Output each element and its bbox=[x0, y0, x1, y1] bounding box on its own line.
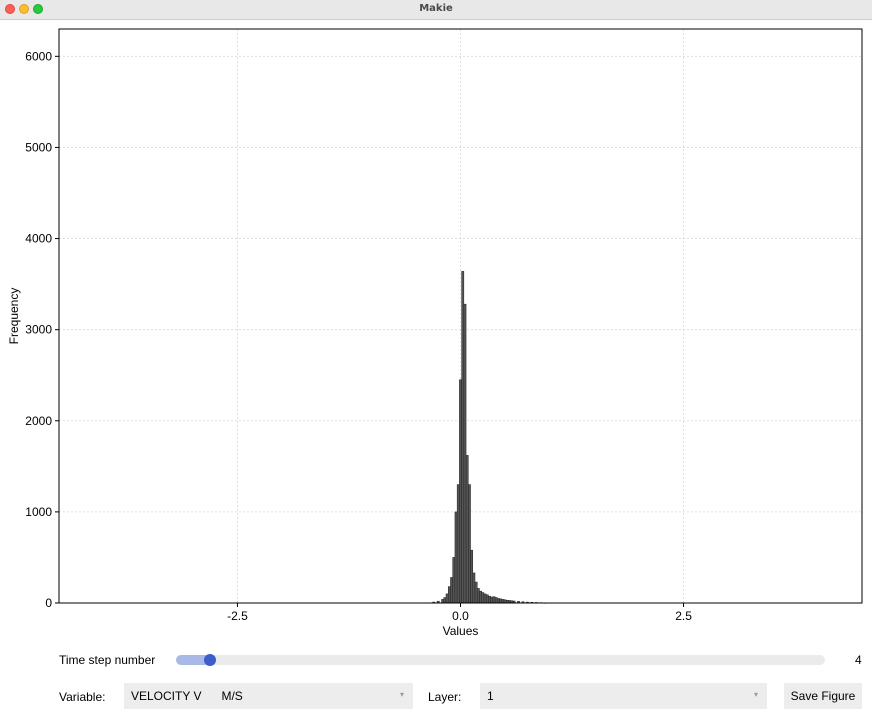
chevron-down-icon: ▾ bbox=[399, 690, 404, 699]
y-tick-label: 6000 bbox=[25, 49, 52, 63]
histogram-bar bbox=[497, 598, 500, 604]
histogram-bar bbox=[481, 592, 485, 604]
window-titlebar: Makie bbox=[0, 0, 872, 20]
y-tick-label: 1000 bbox=[25, 505, 52, 519]
y-tick-label: 4000 bbox=[25, 232, 52, 246]
time-step-slider-fill bbox=[176, 655, 210, 665]
histogram-bar bbox=[465, 455, 469, 604]
layer-dropdown[interactable]: 1 ▾ bbox=[480, 683, 767, 709]
histogram-bar bbox=[463, 303, 467, 604]
x-axis-label: Values bbox=[443, 624, 479, 638]
time-step-slider-handle[interactable] bbox=[203, 654, 216, 666]
variable-dropdown-value: VELOCITY V M/S bbox=[131, 689, 243, 703]
histogram-bar bbox=[461, 271, 465, 604]
variable-label: Variable: bbox=[59, 690, 106, 704]
y-tick-label: 0 bbox=[45, 596, 52, 610]
histogram-bar bbox=[490, 596, 494, 604]
histogram-bar bbox=[492, 596, 496, 604]
histogram-bar bbox=[488, 595, 491, 604]
y-tick-label: 2000 bbox=[25, 414, 52, 428]
x-tick-label: -2.5 bbox=[227, 609, 248, 623]
histogram-bar bbox=[472, 572, 476, 604]
histogram-bar bbox=[443, 597, 447, 604]
histogram-bar bbox=[450, 577, 453, 604]
histogram-bar bbox=[452, 557, 456, 604]
time-step-label: Time step number bbox=[59, 653, 156, 667]
x-tick-label: 0.0 bbox=[452, 609, 469, 623]
y-tick-label: 3000 bbox=[25, 323, 52, 337]
histogram-bar bbox=[447, 586, 451, 604]
histogram-bar bbox=[441, 599, 445, 604]
window-title: Makie bbox=[419, 3, 453, 14]
layer-dropdown-value: 1 bbox=[487, 689, 494, 703]
maximize-window-button[interactable] bbox=[33, 4, 43, 14]
histogram-bar bbox=[479, 590, 482, 604]
histogram-bar bbox=[483, 593, 487, 604]
histogram-bar bbox=[470, 549, 474, 604]
histogram-bar bbox=[445, 593, 449, 604]
histogram-bar bbox=[499, 598, 503, 604]
close-window-button[interactable] bbox=[5, 4, 15, 14]
variable-dropdown[interactable]: VELOCITY V M/S ▾ bbox=[124, 683, 413, 709]
x-tick-label: 2.5 bbox=[675, 609, 692, 623]
histogram-bar bbox=[474, 581, 478, 604]
layer-label: Layer: bbox=[428, 690, 462, 704]
minimize-window-button[interactable] bbox=[19, 4, 29, 14]
histogram-bar bbox=[485, 594, 489, 604]
histogram-bar bbox=[456, 484, 460, 604]
histogram-bar bbox=[476, 588, 480, 604]
y-axis-label: Frequency bbox=[7, 288, 21, 345]
save-figure-button[interactable]: Save Figure bbox=[784, 683, 862, 709]
chevron-down-icon: ▾ bbox=[753, 690, 758, 699]
time-step-value: 4 bbox=[855, 653, 862, 667]
histogram-bar bbox=[494, 597, 498, 604]
histogram-chart: 0 1000 2000 3000 4000 5000 6000 -2.5 0.0 2.5 Value… bbox=[7, 28, 863, 638]
y-tick-label: 5000 bbox=[25, 140, 52, 154]
histogram-bar bbox=[459, 379, 462, 604]
histogram-bar bbox=[454, 511, 458, 604]
histogram-bar bbox=[501, 599, 505, 604]
histogram-bar bbox=[468, 484, 471, 604]
time-step-slider[interactable] bbox=[176, 654, 825, 666]
